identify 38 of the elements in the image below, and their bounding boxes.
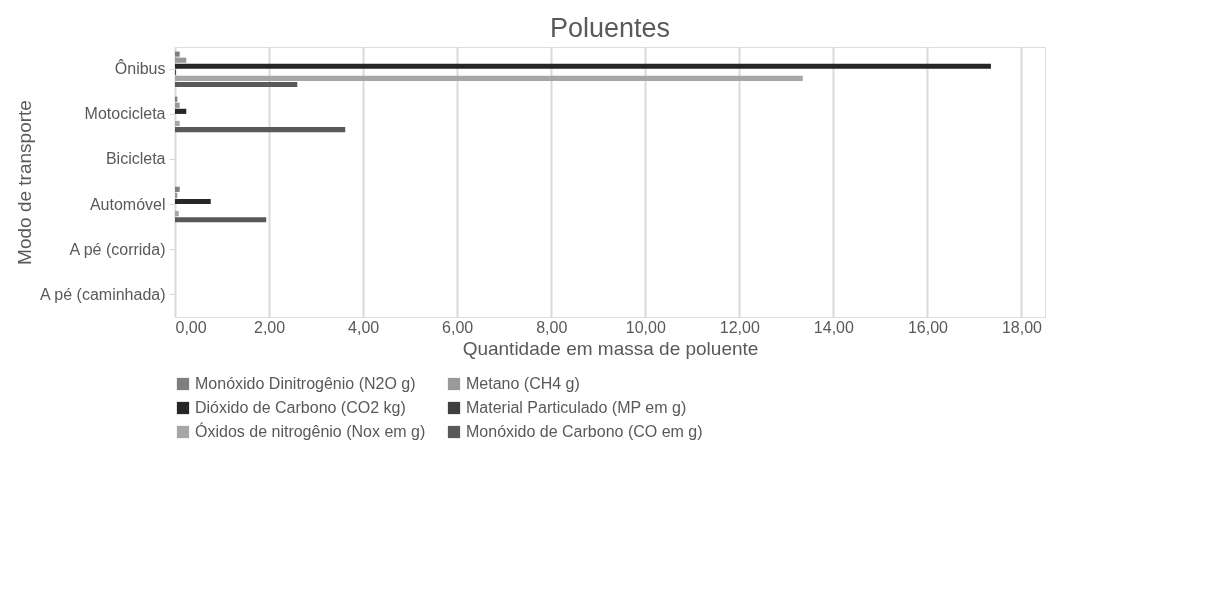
x-tick-label: 0,00 bbox=[175, 318, 207, 336]
legend-label: Dióxido de Carbono (CO2 kg) bbox=[195, 399, 406, 416]
bar bbox=[175, 211, 179, 217]
bar bbox=[175, 57, 187, 63]
bar bbox=[175, 120, 180, 127]
x-axis-title: Quantidade em massa de poluente bbox=[462, 337, 759, 359]
bar bbox=[175, 63, 991, 69]
y-tick-label: A pé (corrida) bbox=[69, 240, 166, 258]
x-tick-label: 18,00 bbox=[1001, 318, 1043, 336]
bar bbox=[175, 81, 298, 88]
bar bbox=[175, 198, 211, 205]
bar bbox=[175, 186, 180, 192]
x-tick-label: 12,00 bbox=[719, 318, 760, 336]
bar bbox=[175, 217, 267, 223]
bar bbox=[175, 51, 180, 57]
x-tick-label: 16,00 bbox=[907, 318, 949, 336]
bar bbox=[175, 108, 187, 114]
x-tick-label: 4,00 bbox=[348, 318, 380, 336]
y-tick-label: Motocicleta bbox=[84, 105, 166, 123]
y-axis-title: Modo de transporte bbox=[14, 100, 36, 265]
chart-title: Poluentes bbox=[549, 13, 671, 43]
x-tick-label: 8,00 bbox=[536, 318, 568, 336]
legend-label: Material Particulado (MP em g) bbox=[466, 399, 687, 416]
x-tick-label: 10,00 bbox=[625, 318, 666, 336]
legend-label: Monóxido Dinitrogênio (N2O g) bbox=[195, 375, 416, 392]
legend-label: Óxidos de nitrogênio (Nox em g) bbox=[195, 422, 426, 440]
bar bbox=[175, 75, 803, 81]
y-tick-label: Automóvel bbox=[89, 195, 166, 213]
x-tick-label: 6,00 bbox=[442, 318, 474, 336]
y-tick-label: Bicicleta bbox=[105, 150, 166, 168]
legend-label: Metano (CH4 g) bbox=[466, 375, 580, 392]
legend-label: Monóxido de Carbono (CO em g) bbox=[466, 423, 703, 440]
y-tick-label: Ônibus bbox=[114, 59, 166, 78]
bar bbox=[175, 126, 346, 133]
y-tick-label: A pé (caminhada) bbox=[40, 285, 166, 303]
x-tick-label: 2,00 bbox=[253, 318, 286, 336]
x-tick-label: 14,00 bbox=[813, 318, 854, 336]
bar bbox=[175, 102, 180, 108]
